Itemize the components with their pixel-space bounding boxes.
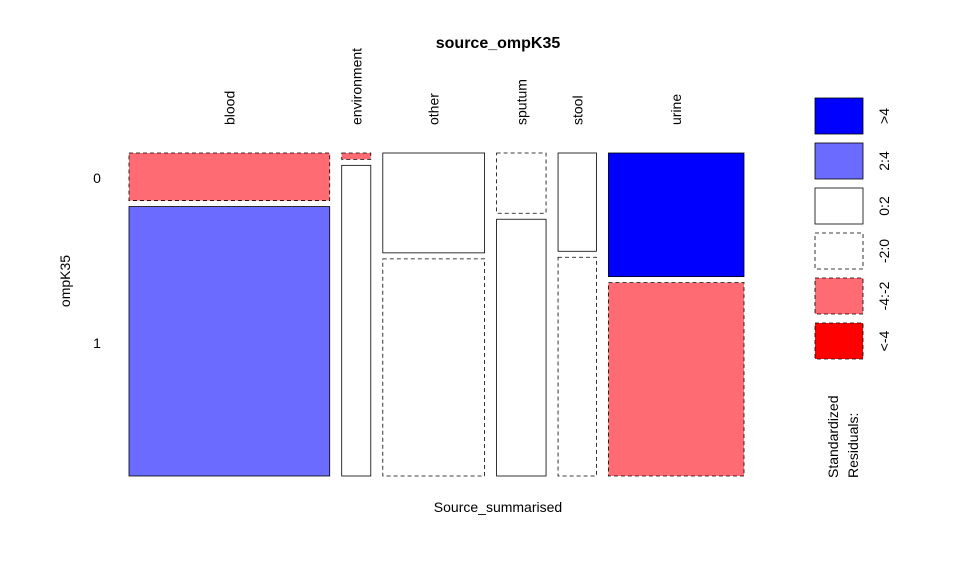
column-labels: blood environment other sputum stool urine bbox=[221, 48, 684, 125]
cell-urine-1 bbox=[608, 282, 745, 477]
mosaic-cells bbox=[128, 152, 745, 477]
column-label-blood: blood bbox=[221, 91, 237, 125]
cell-blood-1 bbox=[128, 206, 331, 477]
legend-title-line1: Standardized bbox=[825, 395, 841, 478]
row-label-0: 0 bbox=[93, 170, 101, 186]
row-label-1: 1 bbox=[93, 335, 101, 351]
column-label-environment: environment bbox=[348, 48, 364, 125]
cell-other-0 bbox=[382, 152, 486, 254]
legend-label-1: 2:4 bbox=[876, 151, 892, 171]
legend-label-5: <-4 bbox=[876, 330, 892, 351]
cell-sputum-1 bbox=[496, 218, 547, 477]
x-axis-label: Source_summarised bbox=[434, 499, 562, 515]
legend-title-line2: Residuals: bbox=[845, 413, 861, 478]
legend-swatch-2 bbox=[814, 187, 864, 225]
legend-label-3: -2:0 bbox=[876, 239, 892, 263]
chart-title: source_ompK35 bbox=[436, 35, 561, 52]
column-label-sputum: sputum bbox=[513, 79, 529, 125]
cell-urine-0 bbox=[608, 152, 745, 278]
legend-swatch-3 bbox=[814, 232, 864, 270]
legend-label-4: -4:-2 bbox=[876, 281, 892, 310]
legend-label-0: >4 bbox=[876, 108, 892, 124]
cell-stool-1 bbox=[557, 256, 597, 477]
column-label-other: other bbox=[426, 93, 442, 125]
legend-label-2: 0:2 bbox=[876, 196, 892, 216]
residual-legend: >4 2:4 0:2 -2:0 -4:-2 <-4 bbox=[814, 97, 892, 360]
cell-sputum-0 bbox=[496, 152, 547, 214]
legend-swatch-0 bbox=[814, 97, 864, 135]
cell-stool-0 bbox=[557, 152, 597, 252]
column-label-stool: stool bbox=[569, 95, 585, 125]
cell-environment-0 bbox=[341, 152, 372, 160]
legend-swatch-1 bbox=[814, 142, 864, 180]
cell-environment-1 bbox=[341, 164, 372, 477]
cell-other-1 bbox=[382, 258, 486, 477]
column-label-urine: urine bbox=[668, 94, 684, 125]
cell-blood-0 bbox=[128, 152, 331, 201]
legend-swatch-5 bbox=[814, 322, 864, 360]
y-axis-label: ompK35 bbox=[57, 255, 73, 307]
legend-swatch-4 bbox=[814, 277, 864, 315]
